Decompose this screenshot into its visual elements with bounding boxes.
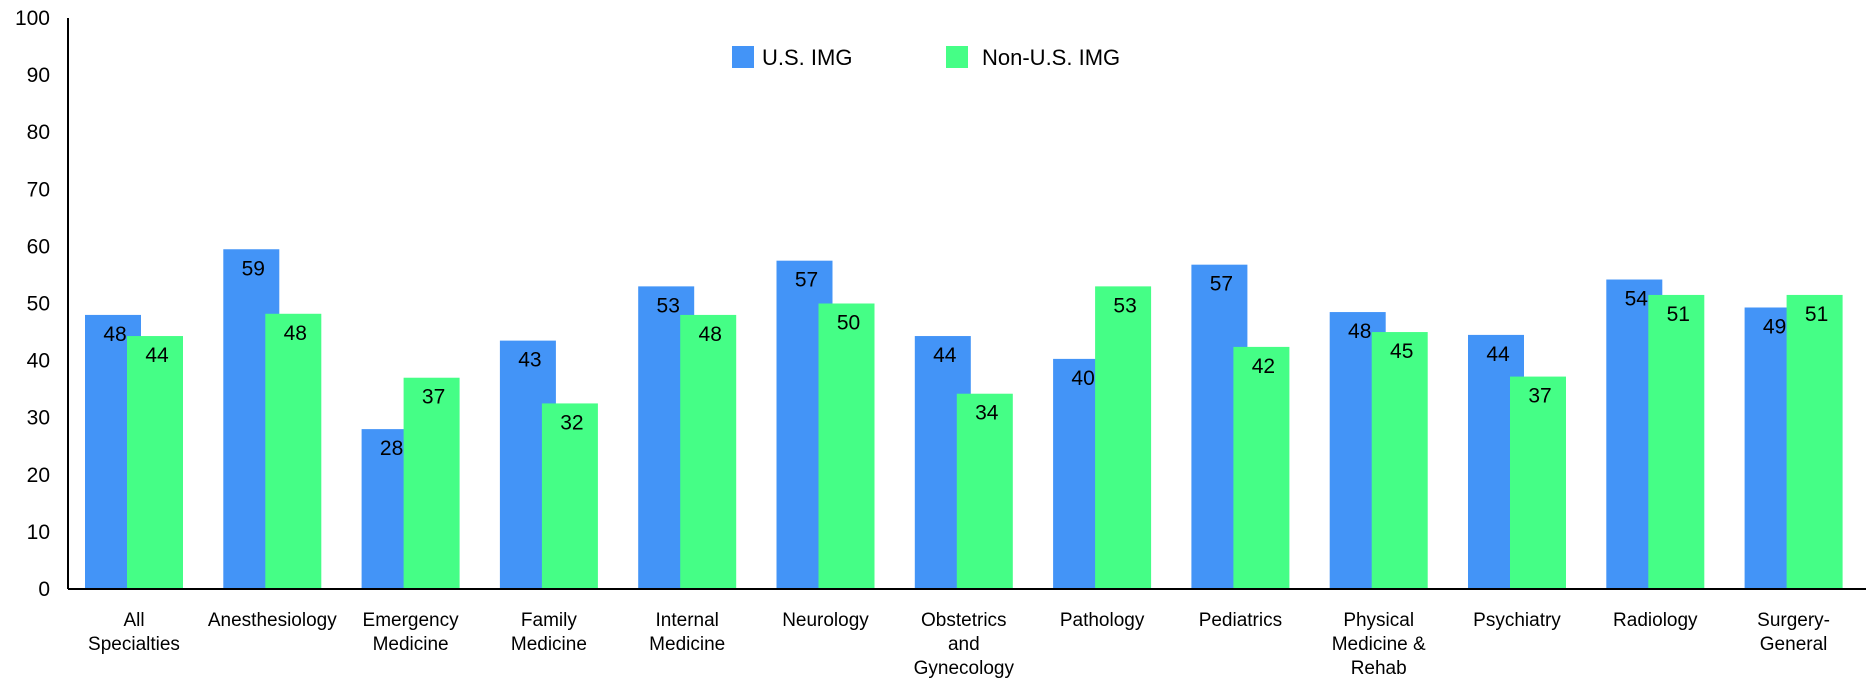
data-label: 49 <box>1763 315 1786 338</box>
x-tick-label: Medicine <box>511 634 587 655</box>
data-label: 53 <box>1113 294 1136 317</box>
x-tick-label: Medicine <box>373 634 449 655</box>
data-label: 42 <box>1252 355 1275 378</box>
x-tick-label: and <box>948 634 980 655</box>
x-tick-label: Rehab <box>1351 658 1407 678</box>
bar-non-us-img <box>1786 294 1843 589</box>
legend-label: U.S. IMG <box>762 45 852 70</box>
data-label: 48 <box>699 323 722 346</box>
data-label: 59 <box>242 257 265 280</box>
data-label: 54 <box>1625 288 1649 311</box>
x-tick-label: Medicine & <box>1332 634 1426 655</box>
data-label: 51 <box>1805 303 1828 326</box>
data-label: 57 <box>795 269 818 292</box>
data-label: 44 <box>1486 343 1510 366</box>
bar-non-us-img <box>1648 294 1705 589</box>
data-label: 37 <box>1528 385 1551 408</box>
data-label: 28 <box>380 437 403 460</box>
bar-non-us-img <box>265 313 322 589</box>
data-label: 53 <box>657 294 680 317</box>
bars <box>85 249 1843 589</box>
y-tick-label: 80 <box>27 121 50 144</box>
x-tick-label: Obstetrics <box>921 610 1007 631</box>
legend-label: Non-U.S. IMG <box>982 45 1120 70</box>
x-tick-label: Specialties <box>88 634 180 655</box>
x-tick-label: General <box>1760 634 1828 655</box>
x-tick-label: Emergency <box>363 610 460 631</box>
x-tick-label: Family <box>521 610 577 631</box>
data-label: 37 <box>422 386 445 409</box>
x-tick-label: Surgery- <box>1757 610 1830 631</box>
data-label: 48 <box>1348 320 1371 343</box>
data-label: 44 <box>145 344 169 367</box>
legend-swatch <box>732 46 754 68</box>
x-tick-label: Psychiatry <box>1473 610 1561 631</box>
y-tick-label: 40 <box>27 350 50 373</box>
x-tick-label: Gynecology <box>914 658 1015 678</box>
bar-non-us-img <box>1510 376 1566 589</box>
x-tick-label: All <box>123 610 144 631</box>
y-tick-label: 30 <box>27 407 50 430</box>
bar-non-us-img <box>1371 332 1428 589</box>
y-tick-label: 60 <box>27 235 50 258</box>
bar-non-us-img <box>1095 286 1152 589</box>
data-label: 45 <box>1390 340 1413 363</box>
bar-non-us-img <box>956 393 1013 589</box>
bar-non-us-img <box>1233 346 1290 589</box>
y-tick-label: 90 <box>27 64 50 87</box>
y-axis-ticks: 0 10 20 30 40 50 60 70 80 90 100 <box>15 7 50 601</box>
x-tick-label: Medicine <box>649 634 725 655</box>
data-label: 32 <box>560 411 583 434</box>
legend-swatch <box>946 46 968 68</box>
x-tick-label: Radiology <box>1613 610 1698 631</box>
data-label: 57 <box>1210 273 1233 296</box>
data-label: 48 <box>284 322 307 345</box>
legend: U.S. IMG Non-U.S. IMG <box>732 45 1120 70</box>
bar-non-us-img <box>127 336 183 589</box>
data-label: 50 <box>837 312 860 335</box>
bar-non-us-img <box>541 403 598 589</box>
x-tick-label: Physical <box>1343 610 1414 631</box>
y-tick-label: 20 <box>27 464 50 487</box>
x-tick-label: Anesthesiology <box>208 610 337 631</box>
data-label: 43 <box>518 349 541 372</box>
bar-non-us-img <box>818 303 875 589</box>
data-label: 51 <box>1667 303 1690 326</box>
bar-non-us-img <box>403 377 460 589</box>
x-tick-label: Neurology <box>782 610 869 631</box>
data-labels: 48 44 59 48 28 37 43 32 53 48 57 50 44 34 40 53 57 42 48 45… <box>103 257 1828 460</box>
x-tick-label: Internal <box>656 610 719 631</box>
y-tick-label: 100 <box>15 7 50 30</box>
y-tick-label: 50 <box>27 293 50 316</box>
y-tick-label: 0 <box>38 578 50 601</box>
bar-non-us-img <box>680 314 737 589</box>
data-label: 40 <box>1071 367 1094 390</box>
x-tick-label: Pediatrics <box>1199 610 1282 631</box>
y-tick-label: 70 <box>27 178 50 201</box>
x-axis-category-labels: All Specialties Anesthesiology Emergency Med… <box>88 610 1830 678</box>
data-label: 44 <box>933 344 957 367</box>
data-label: 48 <box>103 323 126 346</box>
y-tick-label: 10 <box>27 521 50 544</box>
data-label: 34 <box>975 402 999 425</box>
x-tick-label: Pathology <box>1060 610 1145 631</box>
